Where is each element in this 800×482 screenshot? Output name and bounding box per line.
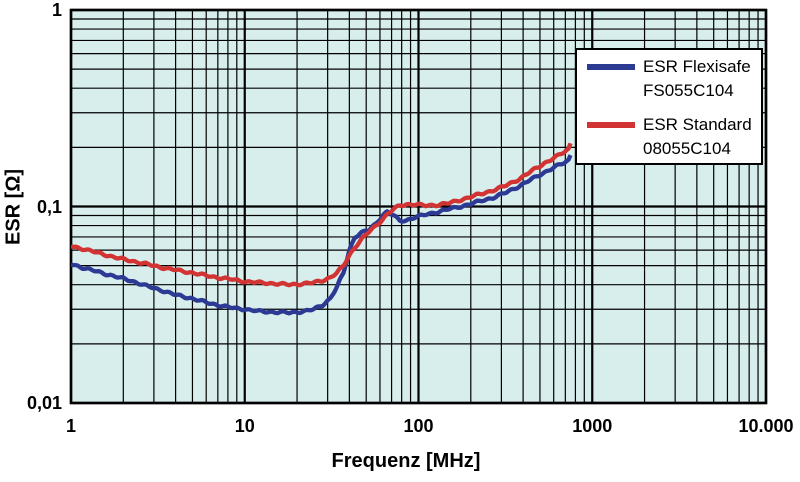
x-tick-label: 10.000 [738, 416, 794, 436]
y-tick-label: 0,1 [36, 196, 62, 217]
x-tick-label: 100 [403, 416, 434, 436]
y-tick-label: 0,01 [26, 393, 62, 413]
legend-label-flexisafe-line1: ESR Flexisafe [643, 57, 751, 76]
standard-line-swatch [587, 122, 635, 128]
x-tick-label: 1 [65, 416, 76, 436]
x-tick-label: 1000 [572, 416, 613, 436]
legend-item-standard: ESR Standard 08055C104 [583, 113, 761, 161]
x-tick-label: 10 [234, 416, 255, 436]
y-tick-label: 1 [51, 0, 62, 20]
flexisafe-line-swatch [587, 64, 635, 70]
legend-item-flexisafe: ESR Flexisafe FS055C104 [583, 55, 761, 103]
x-axis-title: Frequenz [MHz] [331, 450, 481, 472]
legend-label-standard-line1: ESR Standard [643, 115, 752, 134]
legend-label-standard-line2: 08055C104 [643, 139, 731, 158]
plot-frame [69, 8, 768, 405]
legend-label-flexisafe-line2: FS055C104 [643, 81, 734, 100]
series-line-flexisafe [71, 154, 573, 316]
series-line-standard [71, 142, 573, 288]
legend-box: ESR Flexisafe FS055C104 ESR Standard 080… [575, 48, 763, 165]
